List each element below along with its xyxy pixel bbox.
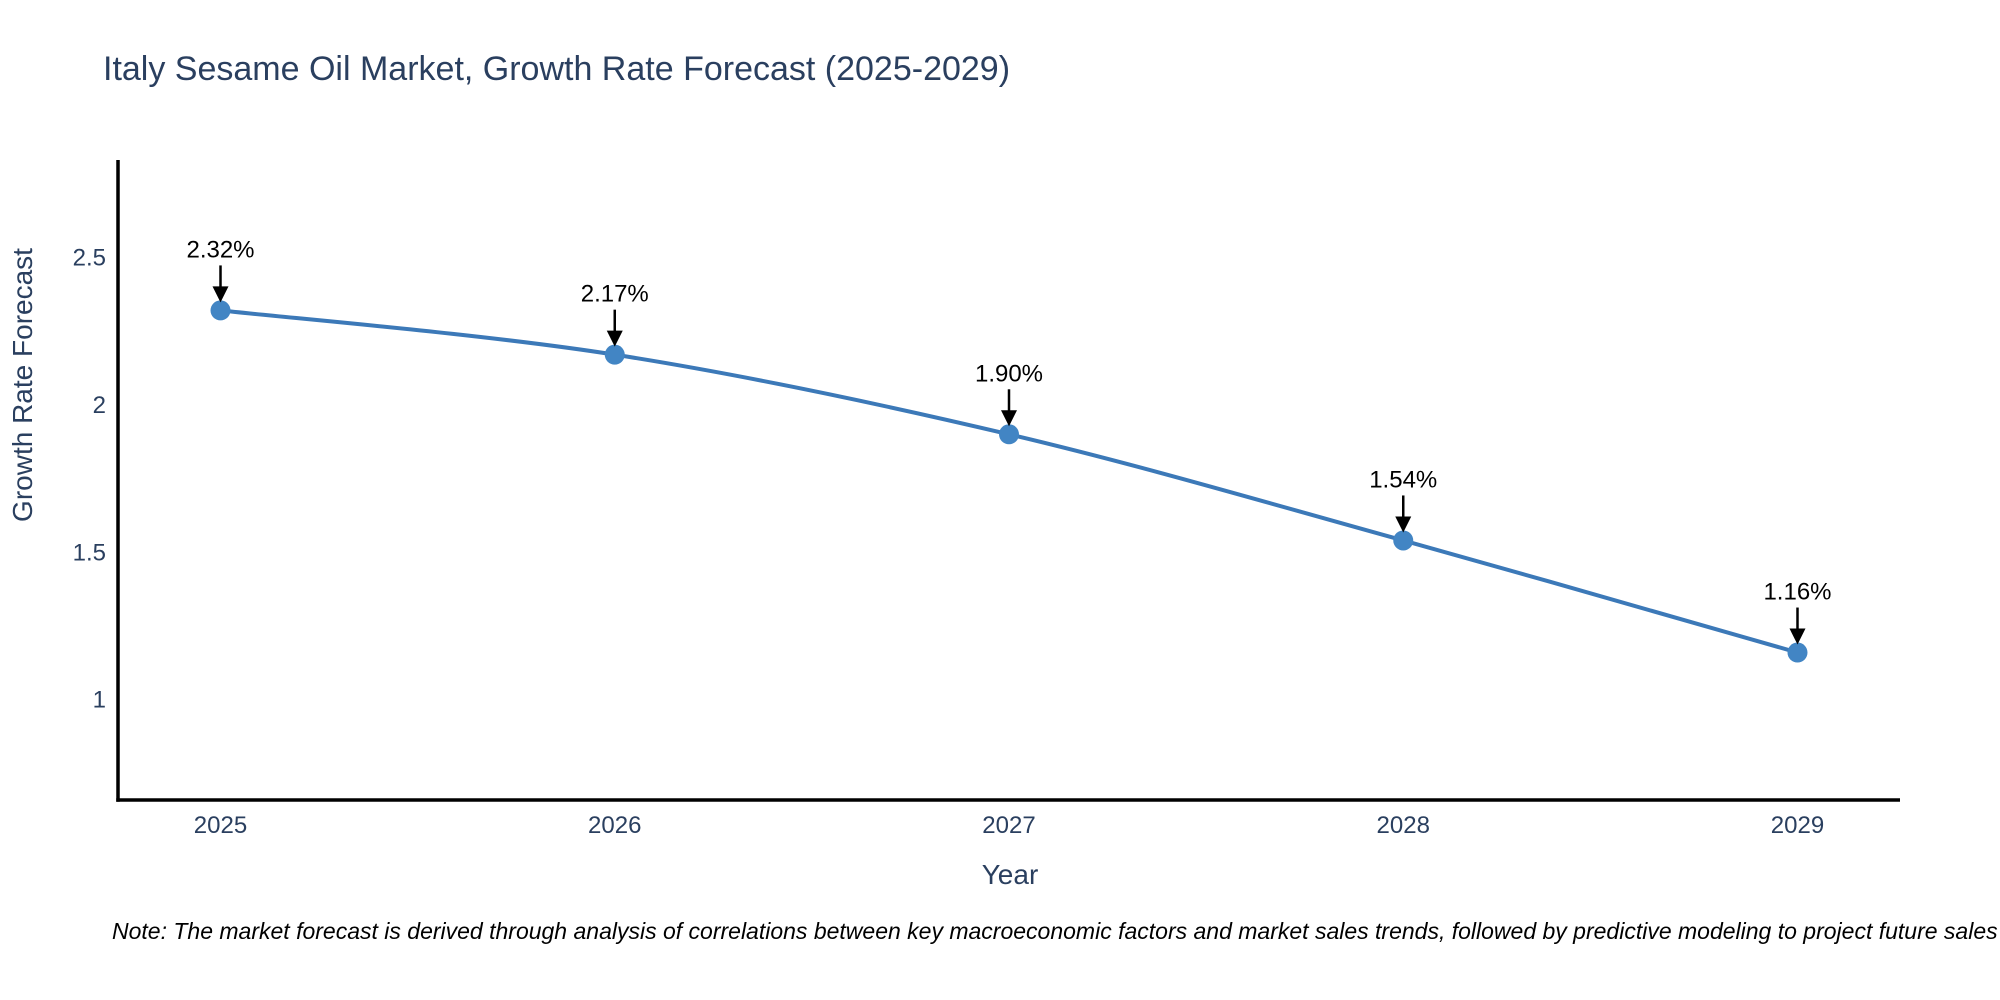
annotation-arrowhead-icon (606, 330, 623, 347)
annotation-2029: 1.16% (1763, 579, 1832, 645)
y-tick-label-2.5: 2.5 (73, 244, 106, 271)
point-annotations: 2.32% 2.17% 1.90% 1.54% 1.16% (186, 236, 1832, 645)
annotation-2027: 1.90% (975, 360, 1043, 427)
y-tick-label-2: 2 (93, 392, 106, 419)
x-axis-label: Year (982, 859, 1039, 890)
annotation-arrowhead-icon (1395, 516, 1412, 533)
data-point-2026[interactable] (604, 344, 625, 365)
x-tick-label-2027: 2027 (982, 812, 1035, 839)
annotation-label-2027: 1.90% (975, 360, 1043, 387)
annotation-arrowhead-icon (1789, 628, 1806, 645)
axis-lines (116, 160, 1900, 802)
x-tick-label-2025: 2025 (194, 812, 247, 839)
y-axis-label: Growth Rate Forecast (7, 248, 38, 522)
y-tick-label-1: 1 (93, 687, 106, 714)
chart-note: Note: The market forecast is derived thr… (112, 918, 1998, 944)
x-tick-label-2026: 2026 (588, 812, 641, 839)
annotation-2026: 2.17% (581, 281, 649, 347)
annotation-label-2025: 2.32% (186, 236, 254, 263)
data-point-2025[interactable] (210, 300, 231, 321)
annotation-label-2028: 1.54% (1369, 466, 1437, 493)
x-tick-labels: 2025 2026 2027 2028 2029 (194, 812, 1824, 839)
annotation-2028: 1.54% (1369, 466, 1437, 533)
data-points (210, 300, 1808, 663)
x-tick-label-2029: 2029 (1771, 812, 1824, 839)
x-tick-label-2028: 2028 (1377, 812, 1430, 839)
annotation-2025: 2.32% (186, 236, 255, 303)
annotation-label-2026: 2.17% (581, 281, 649, 308)
y-tick-labels: 1 1.5 2 2.5 (73, 244, 106, 713)
data-point-2029[interactable] (1787, 642, 1808, 663)
data-point-2027[interactable] (999, 424, 1019, 445)
chart-title: Italy Sesame Oil Market, Growth Rate For… (103, 50, 1010, 88)
y-tick-label-1.5: 1.5 (73, 539, 106, 566)
annotation-label-2029: 1.16% (1763, 579, 1831, 606)
data-point-2028[interactable] (1393, 530, 1414, 551)
annotation-arrowhead-icon (1001, 410, 1017, 427)
annotation-arrowhead-icon (212, 286, 229, 303)
